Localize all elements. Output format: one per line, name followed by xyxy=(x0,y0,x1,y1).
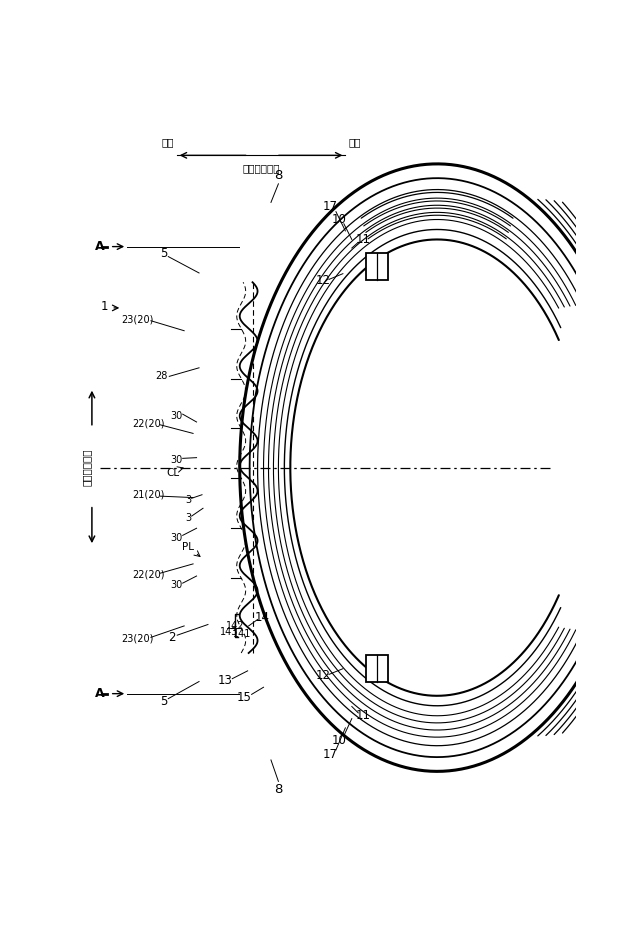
Text: 10: 10 xyxy=(332,733,346,746)
Text: 30: 30 xyxy=(171,411,183,421)
Text: 13: 13 xyxy=(218,673,233,686)
Text: CL: CL xyxy=(166,468,180,478)
Text: 22(20): 22(20) xyxy=(132,419,164,429)
Text: 17: 17 xyxy=(323,748,338,761)
Text: 141: 141 xyxy=(232,630,251,640)
Text: 1: 1 xyxy=(101,300,109,313)
Text: A: A xyxy=(95,687,104,700)
Text: 8: 8 xyxy=(274,783,283,796)
Text: 10: 10 xyxy=(332,213,346,226)
FancyBboxPatch shape xyxy=(365,656,388,682)
Text: 3: 3 xyxy=(185,513,191,522)
Text: 外方: 外方 xyxy=(161,137,174,147)
Text: 12: 12 xyxy=(316,669,330,682)
Text: タイヤ幅方向: タイヤ幅方向 xyxy=(81,449,92,486)
Text: 143: 143 xyxy=(220,627,238,636)
Text: 内方: 内方 xyxy=(348,137,360,147)
Text: 30: 30 xyxy=(171,456,183,466)
Text: 30: 30 xyxy=(171,581,183,590)
Text: 23(20): 23(20) xyxy=(121,314,153,324)
Text: 5: 5 xyxy=(159,695,167,708)
Text: ラジアル方向: ラジアル方向 xyxy=(243,163,280,173)
FancyBboxPatch shape xyxy=(365,253,388,280)
Text: 17: 17 xyxy=(323,200,338,213)
Text: 23(20): 23(20) xyxy=(121,633,153,644)
Text: PL: PL xyxy=(182,543,194,553)
Text: 5: 5 xyxy=(159,247,167,260)
Text: 15: 15 xyxy=(236,691,251,704)
Text: 14: 14 xyxy=(255,611,270,624)
Text: 11: 11 xyxy=(355,233,370,246)
Text: 3: 3 xyxy=(185,494,191,505)
Text: 142: 142 xyxy=(226,621,244,631)
Text: 21(20): 21(20) xyxy=(132,490,164,500)
Text: 28: 28 xyxy=(156,371,168,382)
Text: A: A xyxy=(95,240,104,253)
Text: 22(20): 22(20) xyxy=(132,569,164,580)
Text: 11: 11 xyxy=(355,709,370,722)
Text: 8: 8 xyxy=(274,169,283,181)
Text: 2: 2 xyxy=(168,631,175,644)
Text: 12: 12 xyxy=(316,274,330,287)
Text: 30: 30 xyxy=(171,532,183,543)
